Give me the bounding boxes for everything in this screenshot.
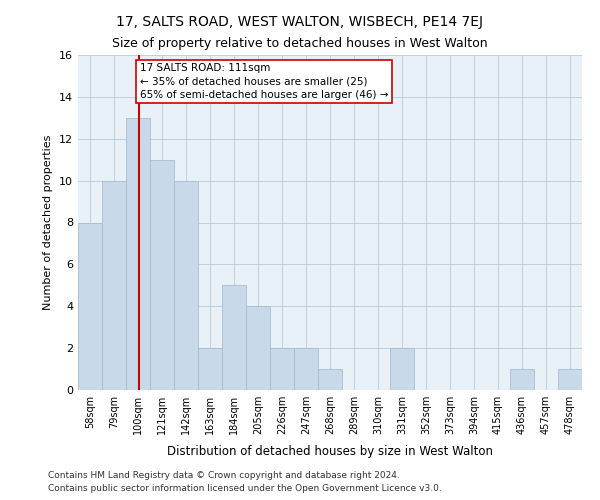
Y-axis label: Number of detached properties: Number of detached properties bbox=[43, 135, 53, 310]
Bar bbox=[246, 306, 270, 390]
Bar bbox=[150, 160, 174, 390]
Bar bbox=[174, 180, 198, 390]
Text: Size of property relative to detached houses in West Walton: Size of property relative to detached ho… bbox=[112, 38, 488, 51]
Bar bbox=[294, 348, 318, 390]
Text: Contains public sector information licensed under the Open Government Licence v3: Contains public sector information licen… bbox=[48, 484, 442, 493]
Bar bbox=[390, 348, 414, 390]
Bar bbox=[78, 222, 102, 390]
Bar bbox=[222, 286, 246, 390]
Bar bbox=[102, 180, 126, 390]
Text: 17, SALTS ROAD, WEST WALTON, WISBECH, PE14 7EJ: 17, SALTS ROAD, WEST WALTON, WISBECH, PE… bbox=[116, 15, 484, 29]
X-axis label: Distribution of detached houses by size in West Walton: Distribution of detached houses by size … bbox=[167, 446, 493, 458]
Text: Contains HM Land Registry data © Crown copyright and database right 2024.: Contains HM Land Registry data © Crown c… bbox=[48, 470, 400, 480]
Text: 17 SALTS ROAD: 111sqm
← 35% of detached houses are smaller (25)
65% of semi-deta: 17 SALTS ROAD: 111sqm ← 35% of detached … bbox=[140, 64, 388, 100]
Bar bbox=[558, 369, 582, 390]
Bar bbox=[510, 369, 534, 390]
Bar bbox=[318, 369, 342, 390]
Bar bbox=[270, 348, 294, 390]
Bar bbox=[198, 348, 222, 390]
Bar bbox=[126, 118, 150, 390]
